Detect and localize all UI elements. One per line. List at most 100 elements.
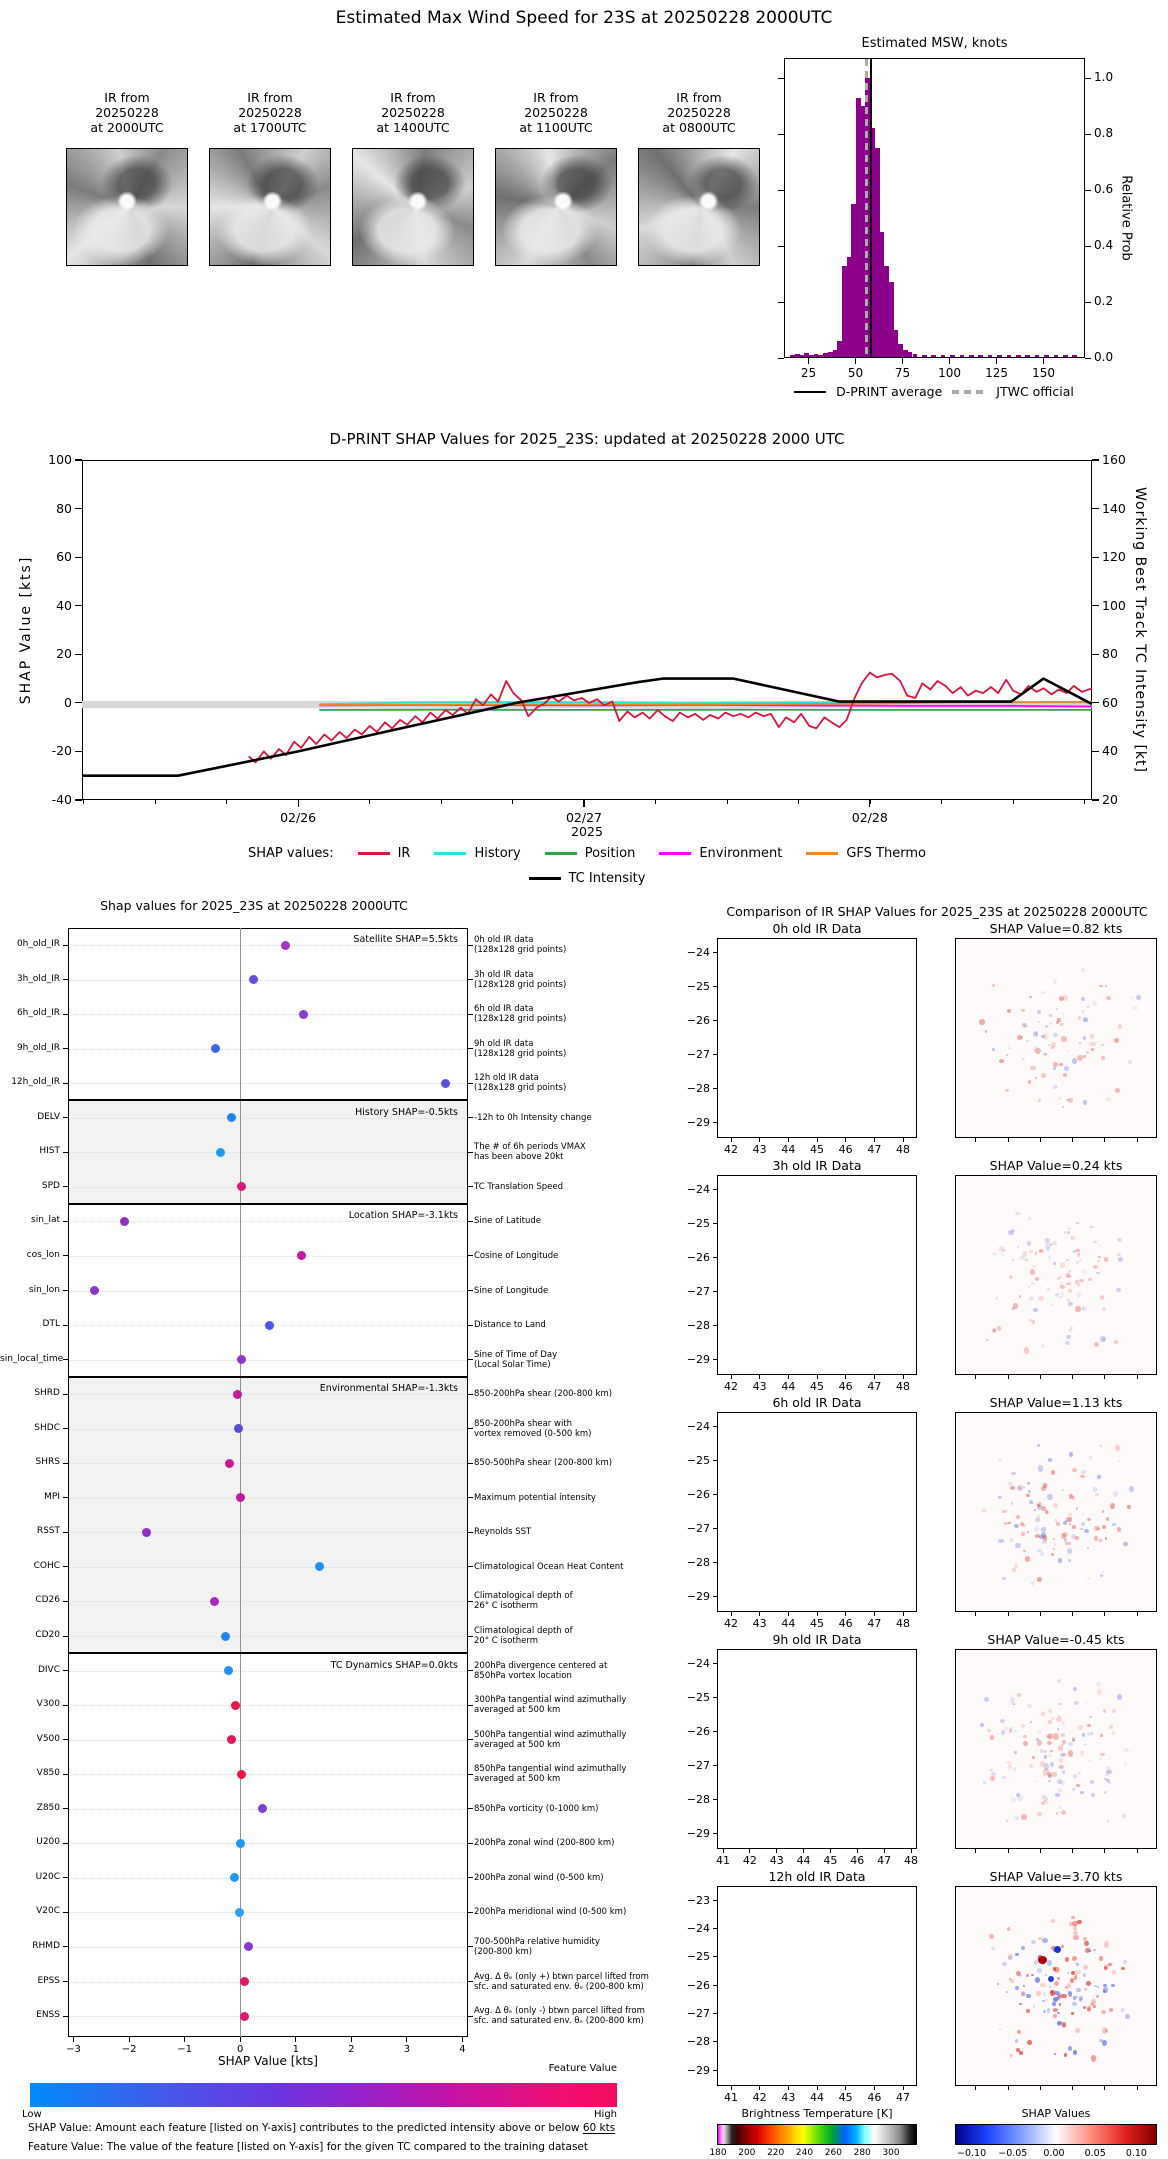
timeseries-xtick-label: 02/27 <box>554 810 614 825</box>
histogram-ytick-left <box>778 302 784 303</box>
shap-speckle <box>1011 1472 1016 1476</box>
shap-speckle <box>1100 1574 1102 1577</box>
shap-map-tick <box>1008 1138 1009 1142</box>
dotplot-ytick-right <box>468 1670 473 1671</box>
ir-map-lat-label: −27 <box>683 2007 710 2020</box>
shap-speckle <box>1026 1994 1030 1998</box>
shap-speckle <box>998 1496 1000 1498</box>
legend-item: IR <box>358 846 411 861</box>
histogram-bar <box>1016 355 1021 358</box>
shap-speckle <box>1037 1731 1041 1735</box>
shap-speckle <box>1027 1241 1031 1246</box>
shap-speckle <box>1082 1513 1084 1515</box>
shap-speckle <box>990 1735 995 1741</box>
ir-map-lon-label: 48 <box>891 1143 915 1156</box>
ir-map-lon-tick <box>830 1849 831 1853</box>
shap-speckle <box>1006 1054 1008 1056</box>
ir-map-lat-tick <box>713 1020 717 1021</box>
ir-map-lat-label: −29 <box>683 2064 710 2077</box>
dotplot-feature-desc: 200hPa divergence centered at 850hPa vor… <box>474 1661 684 1681</box>
timeseries-ytick-right <box>1092 557 1099 558</box>
shap-speckle <box>1072 1525 1076 1529</box>
histogram-xtick <box>855 358 856 364</box>
ir-map-lat-tick <box>713 1956 717 1957</box>
dotplot-point <box>120 1217 129 1226</box>
timeseries-xtick-label: 02/26 <box>268 810 328 825</box>
shap-speckle <box>1099 985 1103 988</box>
shap-speckle <box>997 1326 1001 1331</box>
shap-speckle <box>1037 1444 1040 1447</box>
dotplot-feature-desc: Sine of Latitude <box>474 1216 684 1226</box>
shap-speckle <box>1083 1018 1087 1022</box>
shap-speckle <box>1041 1527 1046 1533</box>
shap-speckle <box>1032 1265 1036 1268</box>
dotplot-ytick <box>63 1705 68 1706</box>
ir-map-lon-tick <box>845 1612 846 1616</box>
dotplot-gridline <box>69 1049 467 1050</box>
shap-speckle <box>1041 991 1045 995</box>
shap-speckle <box>1043 1992 1046 1996</box>
shap-speckle <box>1023 1741 1028 1746</box>
dotplot-feature-label: RSST <box>0 1526 60 1536</box>
shap-map-tick <box>1040 1849 1041 1853</box>
shap-speckle <box>1061 1036 1066 1043</box>
histogram-ytick-label: 0.4 <box>1094 238 1113 252</box>
dotplot-feature-desc: 6h old IR data (128x128 grid points) <box>474 1004 684 1024</box>
timeseries-xtick-minor <box>727 800 728 804</box>
shap-speckle <box>1072 1788 1074 1790</box>
shap-speckle <box>1057 1977 1060 1980</box>
shap-speckle <box>1071 2012 1075 2015</box>
shap-speckle <box>1031 1940 1036 1944</box>
shap-speckle <box>1057 1728 1059 1731</box>
shap-speckle <box>1010 1714 1013 1716</box>
shap-speckle <box>1041 1344 1044 1347</box>
shap-speckle <box>1079 1279 1083 1282</box>
shap-speckle <box>1059 1758 1063 1763</box>
shap-speckle <box>1075 2028 1079 2032</box>
shap-speckle <box>1095 1493 1099 1496</box>
shap-speckle <box>1131 996 1134 999</box>
ir-map-lat-tick <box>713 1833 717 1834</box>
shap-speckle <box>1050 1990 1053 1993</box>
shap-speckle <box>1093 1241 1096 1244</box>
timeseries-ylabel-right: Working Best Track TC Intensity [kt] <box>1132 487 1148 773</box>
timeseries-ytick-left <box>75 799 82 800</box>
shap-speckle <box>1104 1791 1107 1794</box>
shap-speckle <box>1053 1033 1058 1037</box>
shap-speckle <box>1023 1735 1027 1738</box>
shap-speckle <box>1057 1679 1061 1683</box>
shap-speckle <box>1069 1523 1071 1525</box>
dotplot-gridline <box>69 1394 467 1395</box>
ir-map <box>717 1175 917 1375</box>
shap-speckle <box>1078 1016 1082 1020</box>
shap-speckle <box>1091 2055 1096 2062</box>
ir-map-lon-tick <box>731 1612 732 1616</box>
shap-speckle <box>1068 1275 1072 1278</box>
shap-map-tick <box>975 2086 976 2090</box>
dotplot-ytick-right <box>468 1912 473 1913</box>
ir-map-lon-label: 46 <box>845 1854 869 1867</box>
shap-speckle <box>1035 1977 1040 1983</box>
shap-colorbar-tick-label: 0.05 <box>1073 2148 1117 2159</box>
ir-map-lon-label: 47 <box>872 1854 896 1867</box>
dotplot-feature-label: 6h_old_IR <box>0 1008 60 1018</box>
shap-speckle <box>1010 1486 1015 1489</box>
shap-speckle <box>1017 1246 1019 1248</box>
dotplot-ytick <box>63 1981 68 1982</box>
shap-map-tick <box>1104 2086 1105 2090</box>
ir-map-lat-label: −27 <box>683 1048 710 1061</box>
ir-map-lon-label: 46 <box>834 1380 858 1393</box>
shap-speckle <box>1084 1529 1089 1533</box>
shap-speckle <box>1067 1050 1069 1052</box>
shap-speckle <box>1100 1295 1104 1300</box>
shap-speckle <box>1040 1983 1045 1988</box>
shap-speckle <box>1014 1524 1018 1528</box>
dotplot-feature-desc: 850hPa tangential wind azimuthally avera… <box>474 1764 684 1784</box>
dotplot-ytick-right <box>468 1877 473 1878</box>
shap-speckle <box>1020 1036 1023 1039</box>
ir-map-lon-tick <box>749 1849 750 1853</box>
timeseries-xtick-minor <box>226 800 227 804</box>
shap-speckle <box>1103 1987 1108 1992</box>
shap-speckle <box>997 1983 1000 1985</box>
dotplot-gridline <box>69 1774 467 1775</box>
